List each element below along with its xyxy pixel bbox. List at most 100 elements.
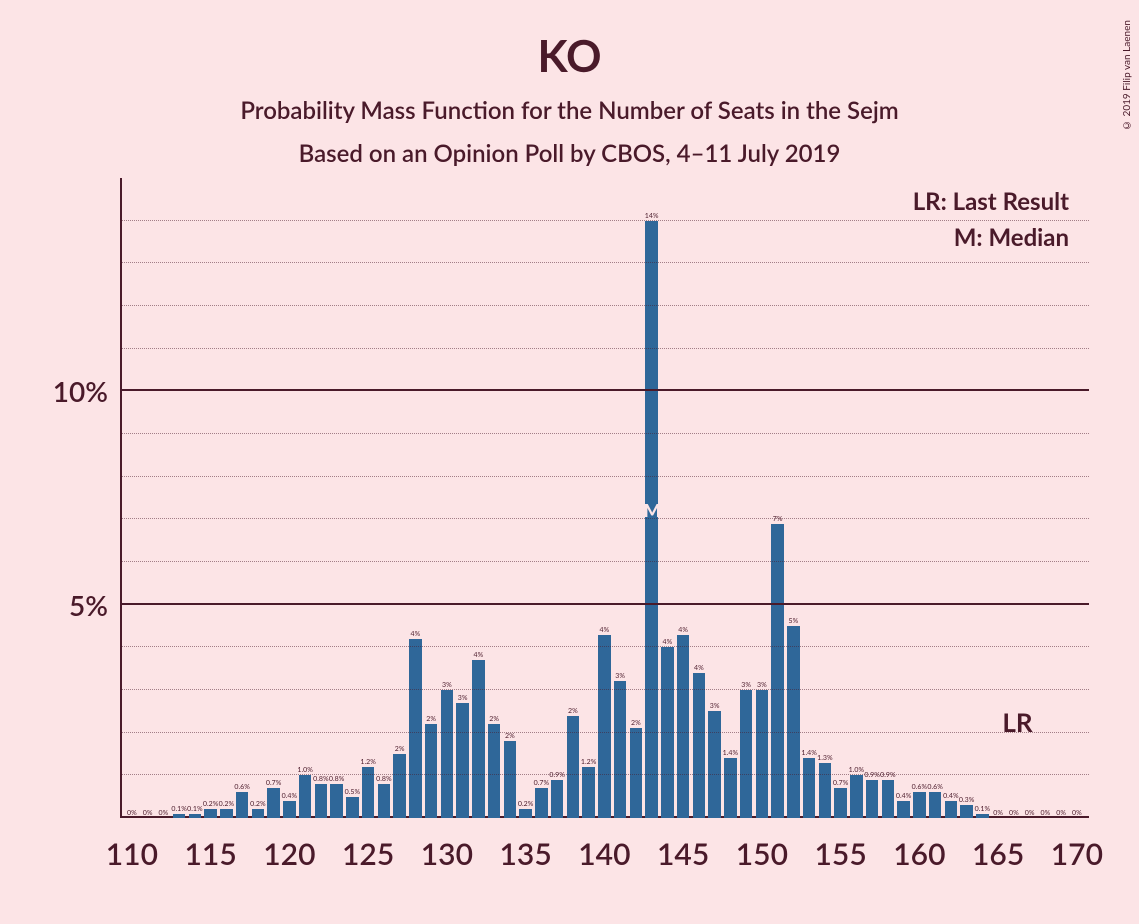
bar-slot: 14% — [644, 178, 660, 818]
bar-value-label: 4% — [600, 626, 610, 634]
bar-value-label: 0% — [993, 809, 1003, 817]
chart-subtitle: Probability Mass Function for the Number… — [40, 96, 1099, 125]
bar-slot: 0.8% — [376, 178, 392, 818]
y-tick-label: 5% — [69, 588, 120, 622]
bar-value-label: 1.0% — [297, 766, 312, 774]
gridline-minor — [120, 646, 1089, 647]
bar-value-label: 3% — [757, 681, 767, 689]
chart-title: KO — [40, 30, 1099, 82]
bar-value-label: 0% — [1056, 809, 1066, 817]
x-tick-label: 135 — [500, 836, 552, 872]
bar: 0.8% — [330, 784, 342, 818]
bar: 0.5% — [346, 797, 358, 818]
x-tick-label: 170 — [1051, 836, 1103, 872]
bar: 4% — [409, 639, 421, 818]
bar-slot: 2% — [423, 178, 439, 818]
bar-value-label: 2% — [395, 745, 405, 753]
bar-slot: 2% — [565, 178, 581, 818]
bar-slot: 1.4% — [723, 178, 739, 818]
bar-value-label: 0% — [159, 809, 169, 817]
bar-value-label: 3% — [710, 702, 720, 710]
bar-slot: 0.2%135 — [518, 178, 534, 818]
bar-value-label: 1.2% — [581, 758, 596, 766]
bar-value-label: 3% — [615, 672, 625, 680]
bar-slot: 2% — [392, 178, 408, 818]
bar-slot: 2% — [502, 178, 518, 818]
bar: 0.6% — [913, 792, 925, 818]
bar-value-label: 4% — [474, 651, 484, 659]
bar-slot: 0.5% — [345, 178, 361, 818]
bar-slot: 3% — [612, 178, 628, 818]
bar-slot: 0%110 — [124, 178, 140, 818]
bar: 4% — [677, 635, 689, 818]
bar: 1.4% — [724, 758, 736, 818]
x-tick-label: 110 — [106, 836, 158, 872]
bar-value-label: 0.6% — [912, 783, 927, 791]
gridline-minor — [120, 305, 1089, 306]
bar-slot: 0.4%120 — [282, 178, 298, 818]
bar-value-label: 0.6% — [234, 783, 249, 791]
bar: 5% — [787, 626, 799, 818]
bar-value-label: 0.4% — [943, 792, 958, 800]
x-tick-label: 115 — [185, 836, 237, 872]
bar-slot: 0% — [1053, 178, 1069, 818]
bar: 0.1% — [976, 814, 988, 818]
bar: 3% — [756, 690, 768, 818]
bar-slot: 2% — [628, 178, 644, 818]
median-marker: M — [644, 501, 661, 519]
bar-slot: 1.3% — [817, 178, 833, 818]
bar-value-label: 0.1% — [975, 805, 990, 813]
bar-value-label: 0.5% — [345, 788, 360, 796]
bar-slot: 0.2% — [250, 178, 266, 818]
bar-slot: 0.2%115 — [203, 178, 219, 818]
bar-value-label: 0.8% — [376, 775, 391, 783]
bar-value-label: 0.2% — [518, 800, 533, 808]
gridline-minor — [120, 518, 1089, 519]
bar: 0.3% — [960, 805, 972, 818]
bar: 0.8% — [378, 784, 390, 818]
bar-value-label: 0.7% — [833, 779, 848, 787]
bar-value-label: 0.8% — [313, 775, 328, 783]
bar: 0.9% — [866, 780, 878, 818]
bar: 1.4% — [803, 758, 815, 818]
bar-value-label: 5% — [789, 617, 799, 625]
bar-value-label: 4% — [411, 630, 421, 638]
bar: 2% — [504, 741, 516, 818]
bars-container: 0%1100%0%0.1%0.1%0.2%1150.2%0.6%0.2%0.7%… — [120, 178, 1089, 818]
bar-slot: 0%170 — [1069, 178, 1085, 818]
bar-value-label: 2% — [505, 732, 515, 740]
bar-slot: 0% — [140, 178, 156, 818]
bar: 0.4% — [897, 801, 909, 818]
bar-value-label: 0.6% — [927, 783, 942, 791]
bar-slot: 1.4% — [801, 178, 817, 818]
bar-slot: 0.6% — [234, 178, 250, 818]
bar-slot: 0.1% — [171, 178, 187, 818]
bar-value-label: 0.2% — [250, 800, 265, 808]
bar-value-label: 3% — [741, 681, 751, 689]
bar: 0.9% — [882, 780, 894, 818]
bar-value-label: 0.2% — [219, 800, 234, 808]
bar: 4% — [693, 673, 705, 818]
bar-value-label: 0.4% — [282, 792, 297, 800]
bar: 1.3% — [819, 763, 831, 818]
bar: 2% — [393, 754, 405, 818]
bar: 0.2% — [519, 809, 531, 818]
bar-value-label: 0.4% — [896, 792, 911, 800]
bar: 2% — [488, 724, 500, 818]
gridline-minor — [120, 348, 1089, 349]
bar: 0.1% — [173, 814, 185, 818]
bar: 0.9% — [551, 780, 563, 818]
bar: 2% — [425, 724, 437, 818]
bar-slot: 4%145 — [675, 178, 691, 818]
bar-value-label: 0.8% — [329, 775, 344, 783]
bar-slot: 0.3% — [959, 178, 975, 818]
x-tick-label: 120 — [263, 836, 315, 872]
bar-slot: 1.0% — [297, 178, 313, 818]
bar-value-label: 0% — [1041, 809, 1051, 817]
bar-slot: 0.7% — [534, 178, 550, 818]
bar-value-label: 1.3% — [817, 754, 832, 762]
bar-value-label: 4% — [663, 638, 673, 646]
chart-subtitle2: Based on an Opinion Poll by CBOS, 4–11 J… — [40, 139, 1099, 168]
gridline-minor — [120, 220, 1089, 221]
bar-slot: 4% — [471, 178, 487, 818]
